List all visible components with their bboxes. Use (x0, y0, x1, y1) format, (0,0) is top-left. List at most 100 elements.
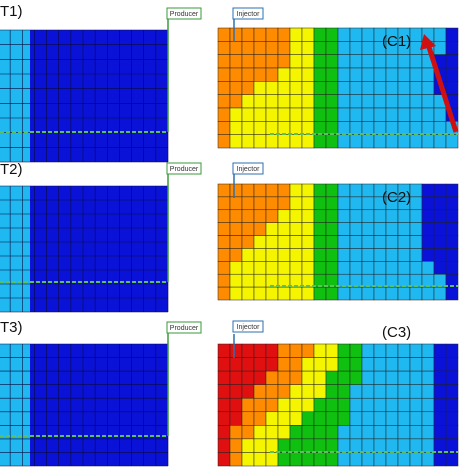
cell (253, 261, 267, 275)
cell-region (0, 344, 30, 466)
cell (361, 134, 375, 149)
cell (217, 397, 231, 413)
cell (397, 384, 411, 399)
cell (253, 121, 267, 135)
cell (289, 81, 303, 95)
cell (289, 384, 303, 399)
cell (325, 222, 339, 236)
cell (433, 452, 447, 467)
cell (265, 54, 279, 69)
cell (325, 370, 339, 385)
cell (289, 94, 303, 109)
cell (277, 183, 291, 198)
cell (445, 452, 459, 467)
cell (445, 370, 459, 385)
cell (313, 235, 327, 249)
cell (373, 343, 387, 358)
cell (349, 81, 363, 95)
cell (325, 343, 339, 358)
cell (373, 67, 387, 82)
cell (433, 183, 447, 198)
cell (373, 107, 387, 122)
cell (277, 425, 291, 440)
cell (433, 196, 447, 211)
cell (361, 196, 375, 211)
cell (265, 438, 279, 453)
cell (277, 235, 291, 249)
cell (313, 411, 327, 426)
cell (337, 425, 351, 440)
cell (301, 107, 315, 122)
cell (409, 452, 423, 467)
cell (433, 134, 447, 149)
cell (421, 425, 435, 440)
cell (433, 261, 447, 275)
cell (349, 384, 363, 399)
cell (433, 384, 447, 399)
cell (373, 94, 387, 109)
cell (229, 248, 243, 262)
cell (229, 107, 243, 122)
cell (397, 222, 411, 236)
cell (409, 107, 423, 122)
cell (241, 235, 255, 249)
cell (265, 357, 279, 372)
cell (325, 209, 339, 223)
cell (265, 41, 279, 55)
cell (409, 27, 423, 42)
cell (421, 235, 435, 249)
cell (445, 183, 459, 198)
cell (409, 81, 423, 95)
cell (421, 134, 435, 149)
cell (337, 411, 351, 426)
cell (241, 286, 255, 301)
cell (337, 397, 351, 413)
cell (421, 397, 435, 413)
cell (301, 222, 315, 236)
cell (337, 222, 351, 236)
cell (337, 134, 351, 149)
cell (361, 209, 375, 223)
cell (325, 134, 339, 149)
cell (241, 438, 255, 453)
cell (361, 54, 375, 69)
cell (337, 286, 351, 301)
cell (433, 235, 447, 249)
cell (301, 196, 315, 211)
cell (373, 370, 387, 385)
cell (361, 261, 375, 275)
cell (361, 107, 375, 122)
cell (253, 286, 267, 301)
cell (265, 27, 279, 42)
cell (229, 425, 243, 440)
cell (277, 41, 291, 55)
cell (373, 425, 387, 440)
cell (337, 343, 351, 358)
cell (385, 438, 399, 453)
cell (349, 41, 363, 55)
cell (301, 452, 315, 467)
cell (265, 134, 279, 149)
cell (397, 425, 411, 440)
cell (229, 183, 243, 198)
cell (277, 452, 291, 467)
cell (397, 343, 411, 358)
cell-region (0, 186, 30, 312)
cell (289, 286, 303, 301)
cell (313, 425, 327, 440)
cell (277, 438, 291, 453)
cell (397, 411, 411, 426)
cell (241, 27, 255, 42)
cell (217, 384, 231, 399)
cell (325, 121, 339, 135)
cell (349, 67, 363, 82)
cell (277, 67, 291, 82)
cell (241, 94, 255, 109)
cell (229, 54, 243, 69)
cell (385, 121, 399, 135)
cell (229, 384, 243, 399)
cell (409, 54, 423, 69)
cell (433, 357, 447, 372)
cell (277, 222, 291, 236)
cell (409, 248, 423, 262)
